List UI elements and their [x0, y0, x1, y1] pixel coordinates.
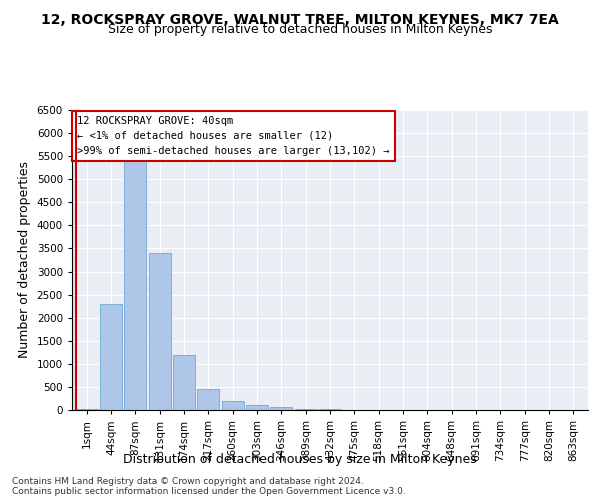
Bar [124, 142, 146, 410]
Text: 12 ROCKSPRAY GROVE: 40sqm
← <1% of detached houses are smaller (12)
>99% of semi: 12 ROCKSPRAY GROVE: 40sqm ← <1% of detac… [77, 116, 389, 156]
Bar [295, 408, 317, 410]
Y-axis label: Number of detached properties: Number of detached properties [18, 162, 31, 358]
Text: Size of property relative to detached houses in Milton Keynes: Size of property relative to detached ho… [108, 22, 492, 36]
Text: Distribution of detached houses by size in Milton Keynes: Distribution of detached houses by size … [123, 452, 477, 466]
Bar [271, 406, 292, 410]
Text: 12, ROCKSPRAY GROVE, WALNUT TREE, MILTON KEYNES, MK7 7EA: 12, ROCKSPRAY GROVE, WALNUT TREE, MILTON… [41, 12, 559, 26]
Bar [100, 304, 122, 410]
Bar [149, 253, 170, 410]
Bar [197, 389, 219, 410]
Bar [173, 354, 195, 410]
Bar [246, 406, 268, 410]
Text: Contains public sector information licensed under the Open Government Licence v3: Contains public sector information licen… [12, 488, 406, 496]
Text: Contains HM Land Registry data © Crown copyright and database right 2024.: Contains HM Land Registry data © Crown c… [12, 478, 364, 486]
Bar [221, 401, 244, 410]
